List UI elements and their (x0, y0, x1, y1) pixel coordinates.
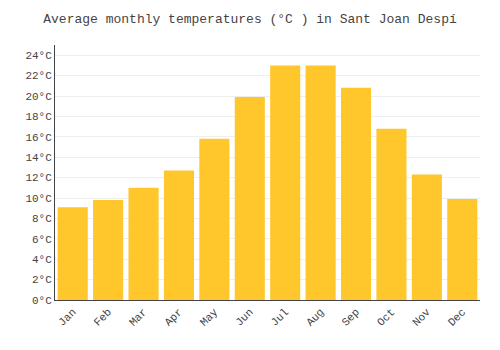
svg-text:18°C: 18°C (25, 111, 52, 123)
svg-text:Dec: Dec (446, 306, 468, 328)
svg-text:Jan: Jan (56, 306, 78, 328)
svg-text:Oct: Oct (375, 306, 397, 328)
svg-text:Jul: Jul (269, 306, 291, 328)
svg-text:4°C: 4°C (32, 254, 52, 266)
svg-text:Jun: Jun (233, 306, 255, 328)
svg-text:6°C: 6°C (32, 234, 52, 246)
svg-text:2°C: 2°C (32, 274, 52, 286)
svg-text:Mar: Mar (127, 306, 149, 328)
svg-text:24°C: 24°C (25, 50, 52, 62)
svg-text:10°C: 10°C (25, 193, 52, 205)
svg-text:16°C: 16°C (25, 132, 52, 144)
svg-text:8°C: 8°C (32, 213, 52, 225)
svg-text:May: May (198, 306, 221, 329)
svg-text:0°C: 0°C (32, 295, 52, 307)
svg-text:Aug: Aug (304, 306, 326, 328)
svg-text:Feb: Feb (92, 306, 114, 328)
svg-text:Apr: Apr (162, 306, 184, 328)
svg-text:20°C: 20°C (25, 91, 52, 103)
svg-text:14°C: 14°C (25, 152, 52, 164)
svg-text:Sep: Sep (340, 306, 362, 328)
svg-text:Average monthly temperatures (: Average monthly temperatures (°C ) in Sa… (43, 12, 457, 27)
svg-text:22°C: 22°C (25, 70, 52, 82)
svg-text:Nov: Nov (410, 306, 433, 329)
svg-text:12°C: 12°C (25, 172, 52, 184)
